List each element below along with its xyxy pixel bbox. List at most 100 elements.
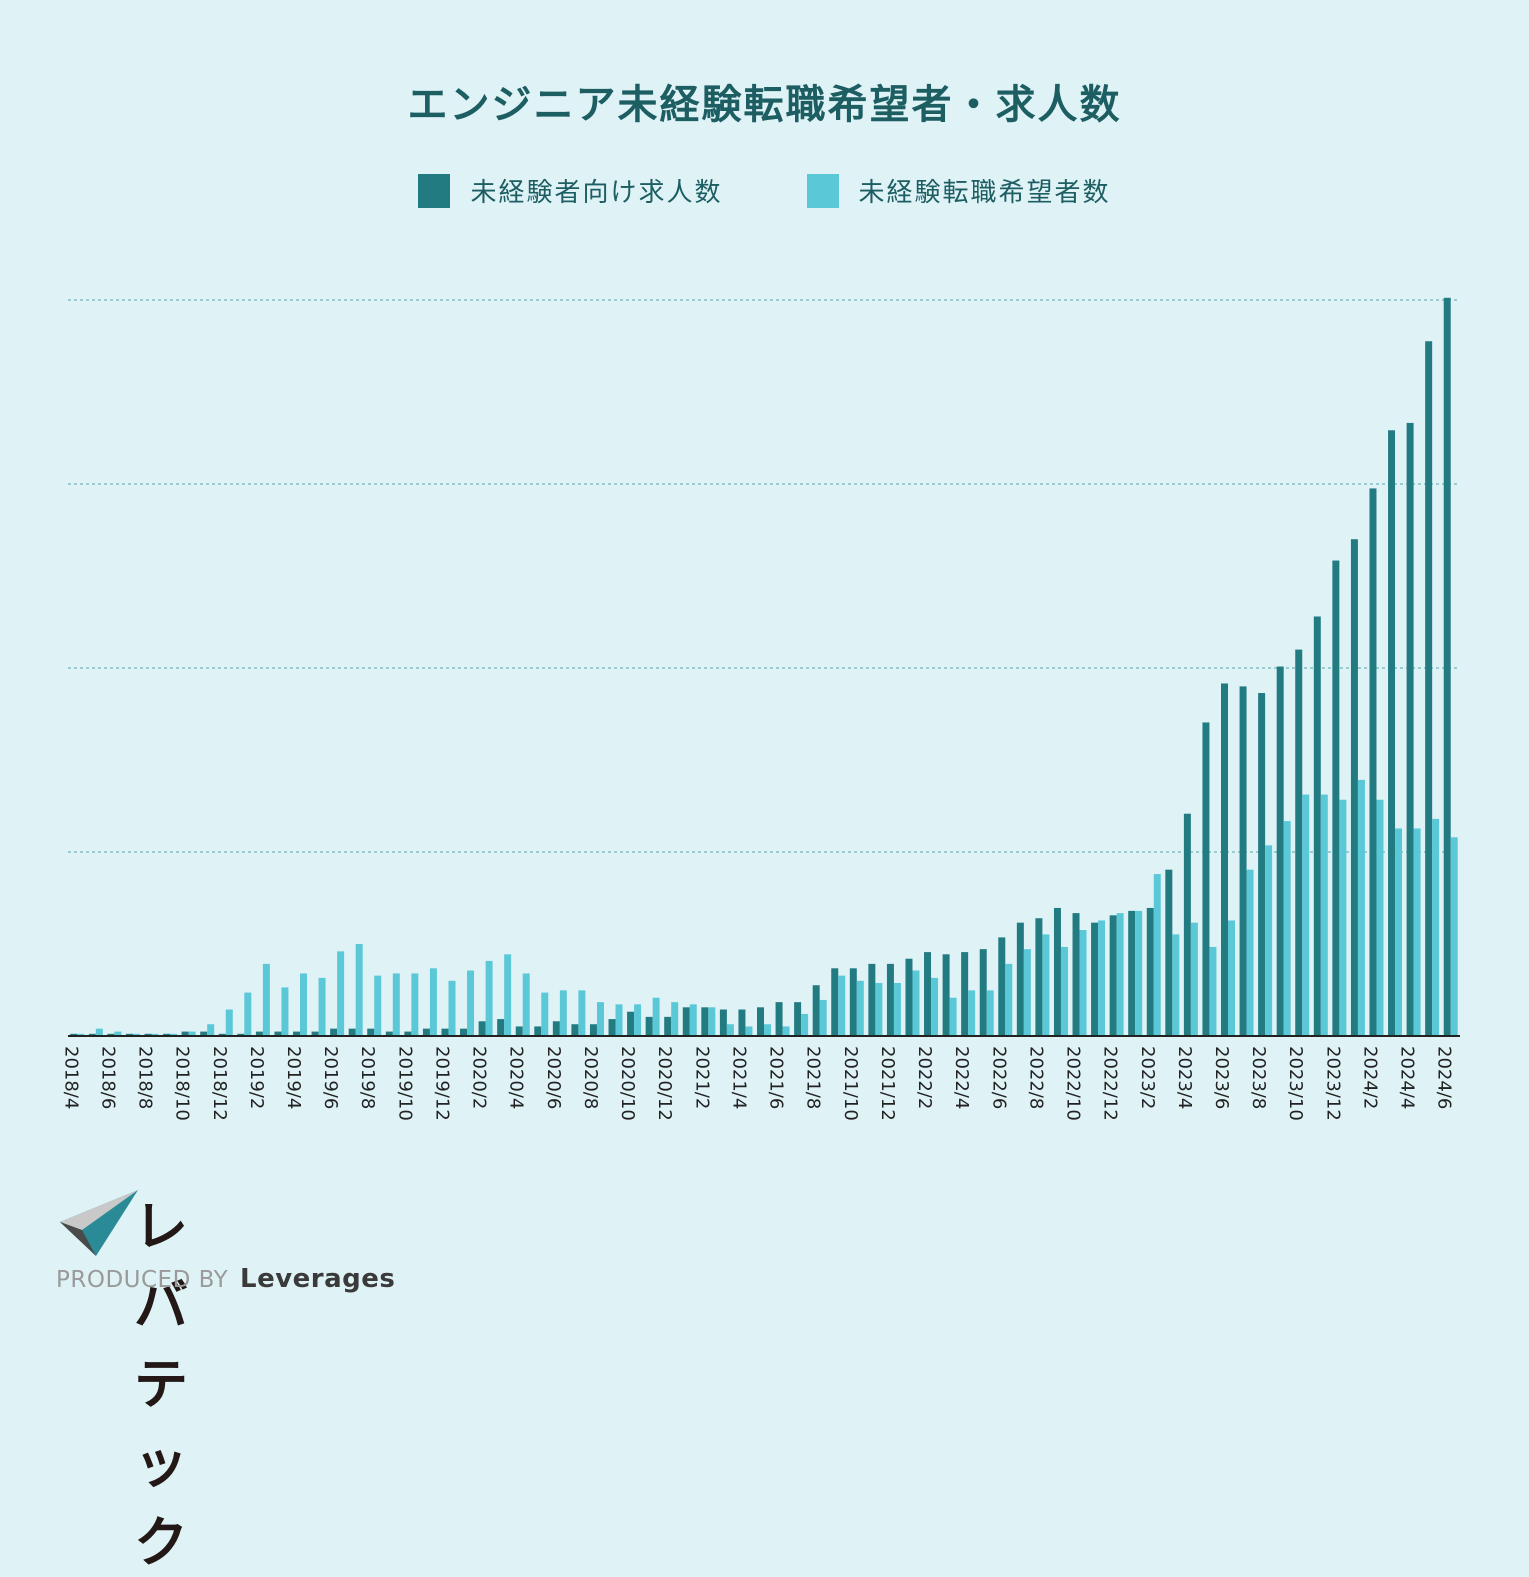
bar-seekers-2019-10 [411, 973, 419, 1036]
bar-jobs-2023-2 [1146, 907, 1154, 1036]
bar-seekers-2020-7 [578, 990, 586, 1036]
bar-seekers-2020-4 [522, 973, 530, 1036]
x-tick-label-2022-8: 2022/8 [1025, 1046, 1046, 1109]
x-tick-label-2018-6: 2018/6 [97, 1046, 118, 1109]
bar-jobs-2018-10 [181, 1031, 189, 1036]
bar-seekers-2024-4 [1413, 828, 1421, 1036]
bar-jobs-2019-6 [330, 1028, 338, 1036]
bar-jobs-2018-6 [107, 1033, 115, 1036]
x-tick-label-2020-4: 2020/4 [506, 1046, 527, 1109]
bar-jobs-2021-6 [775, 1002, 783, 1036]
x-tick-label-2022-4: 2022/4 [951, 1046, 972, 1109]
bar-jobs-2021-5 [757, 1007, 764, 1036]
bar-jobs-2024-4 [1406, 422, 1414, 1036]
bar-seekers-2022-7 [1023, 949, 1031, 1036]
bar-jobs-2021-10 [849, 968, 857, 1036]
x-tick-label-2022-6: 2022/6 [988, 1046, 1009, 1109]
x-tick-label-2020-6: 2020/6 [543, 1046, 564, 1109]
legend-label-seekers: 未経験転職希望者数 [858, 178, 1111, 208]
gridlines [68, 299, 1460, 853]
x-tick-label-2019-2: 2019/2 [246, 1046, 267, 1109]
bar-jobs-2020-5 [534, 1026, 542, 1036]
bar-jobs-2023-3 [1165, 869, 1173, 1036]
bar-seekers-2020-2 [485, 960, 493, 1036]
bar-seekers-2023-2 [1153, 874, 1161, 1036]
bar-jobs-2020-7 [571, 1024, 579, 1036]
bar-jobs-2021-7 [794, 1002, 802, 1036]
bar-seekers-2023-9 [1283, 821, 1291, 1036]
x-tick-label-2022-12: 2022/12 [1100, 1046, 1121, 1121]
bar-seekers-2021-1 [689, 1004, 697, 1036]
bar-jobs-2022-9 [1053, 907, 1061, 1036]
bar-jobs-2021-3 [719, 1009, 727, 1036]
bar-jobs-2019-1 [237, 1033, 245, 1036]
bar-seekers-2023-6 [1228, 920, 1235, 1036]
bar-jobs-2020-12 [664, 1016, 672, 1036]
x-tick-label-2022-2: 2022/2 [914, 1046, 935, 1109]
bar-seekers-2022-3 [949, 997, 957, 1036]
bar-seekers-2018-10 [188, 1031, 196, 1036]
bar-seekers-2021-8 [819, 999, 827, 1036]
bar-jobs-2023-12 [1332, 560, 1340, 1036]
bar-jobs-2020-9 [608, 1019, 616, 1036]
bar-jobs-2018-8 [144, 1033, 152, 1036]
bar-seekers-2022-9 [1060, 946, 1068, 1036]
bar-seekers-2022-2 [931, 977, 939, 1036]
bar-seekers-2018-8 [151, 1033, 159, 1036]
bars [70, 297, 1458, 1037]
bar-seekers-2019-12 [448, 980, 456, 1036]
x-tick-label-2021-8: 2021/8 [803, 1046, 824, 1109]
bar-seekers-2019-4 [300, 973, 307, 1036]
bar-jobs-2024-3 [1388, 430, 1396, 1036]
x-tick-label-2021-2: 2021/2 [691, 1046, 712, 1109]
bar-seekers-2018-4 [77, 1033, 85, 1036]
bar-jobs-2019-8 [367, 1028, 375, 1036]
bar-jobs-2022-10 [1072, 913, 1080, 1036]
bar-jobs-2021-11 [868, 963, 876, 1036]
x-tick-label-2019-12: 2019/12 [431, 1046, 452, 1121]
bar-seekers-2023-3 [1172, 934, 1180, 1036]
bar-jobs-2019-3 [274, 1031, 282, 1036]
bar-seekers-2020-9 [615, 1004, 623, 1036]
bar-jobs-2024-5 [1425, 341, 1433, 1037]
bar-seekers-2023-4 [1190, 922, 1198, 1036]
x-tick-label-2021-6: 2021/6 [766, 1046, 787, 1109]
bar-jobs-2021-12 [886, 963, 894, 1036]
bar-jobs-2018-4 [70, 1033, 78, 1036]
leverages-logo: レバテック [56, 1186, 188, 1574]
bar-seekers-2022-5 [986, 990, 994, 1036]
bar-seekers-2023-8 [1265, 845, 1273, 1036]
bar-jobs-2022-6 [998, 937, 1006, 1036]
produced-by-brand: Leverages [240, 1264, 396, 1294]
bar-seekers-2020-3 [504, 954, 512, 1036]
bar-jobs-2019-10 [404, 1031, 412, 1036]
x-tick-label-2019-4: 2019/4 [283, 1046, 304, 1109]
bar-jobs-2023-7 [1239, 686, 1247, 1036]
x-tick-label-2019-10: 2019/10 [394, 1046, 415, 1121]
bar-jobs-2021-2 [701, 1007, 709, 1036]
bar-seekers-2019-11 [429, 968, 437, 1036]
x-tick-label-2019-6: 2019/6 [320, 1046, 341, 1109]
bar-jobs-2020-3 [497, 1019, 505, 1036]
x-tick-label-2023-8: 2023/8 [1248, 1046, 1269, 1109]
x-tick-label-2020-12: 2020/12 [654, 1046, 675, 1121]
bar-seekers-2018-12 [225, 1009, 233, 1036]
bar-jobs-2018-11 [200, 1031, 208, 1036]
x-tick-label-2018-10: 2018/10 [172, 1046, 193, 1121]
x-tick-label-2018-8: 2018/8 [135, 1046, 156, 1109]
bar-seekers-2021-7 [801, 1013, 809, 1036]
bar-seekers-2020-6 [559, 990, 567, 1036]
bar-seekers-2023-11 [1320, 794, 1328, 1036]
bar-seekers-2023-1 [1135, 910, 1143, 1036]
bar-jobs-2021-4 [738, 1009, 746, 1036]
bar-jobs-2024-6 [1443, 297, 1451, 1036]
bar-jobs-2023-1 [1128, 910, 1136, 1036]
bar-seekers-2022-12 [1116, 913, 1124, 1036]
bar-seekers-2021-9 [838, 975, 846, 1036]
bar-jobs-2019-7 [348, 1028, 356, 1036]
bar-jobs-2024-2 [1369, 488, 1377, 1036]
x-tick-label-2023-12: 2023/12 [1322, 1046, 1343, 1121]
bar-seekers-2021-2 [708, 1007, 716, 1036]
bar-seekers-2021-12 [893, 983, 901, 1036]
bar-seekers-2020-5 [541, 992, 549, 1036]
